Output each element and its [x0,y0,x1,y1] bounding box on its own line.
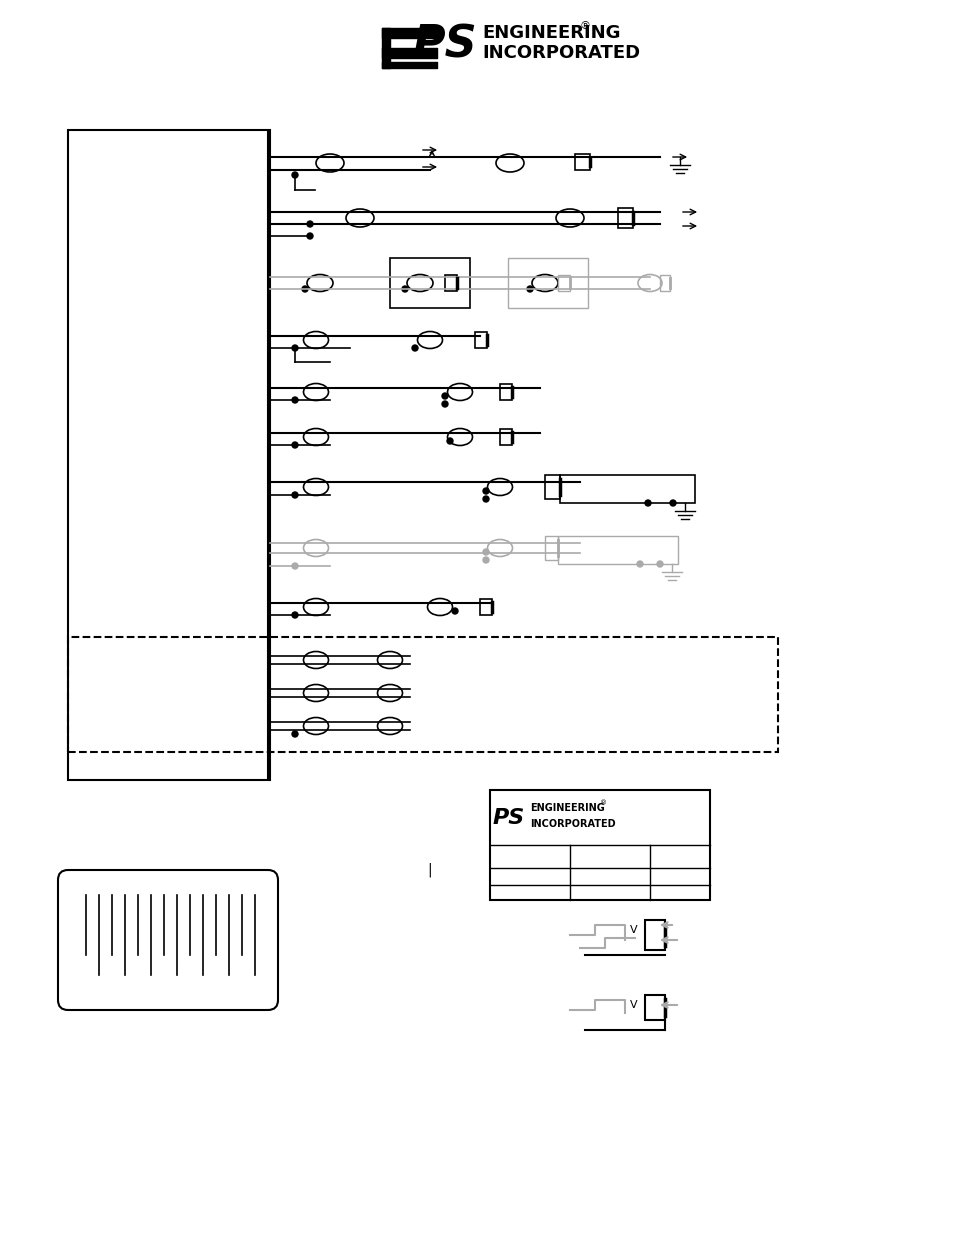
Circle shape [452,608,457,614]
Bar [479,599,492,615]
Circle shape [482,496,489,501]
Text: ENGINEERING: ENGINEERING [530,803,604,813]
Text: ®: ® [599,800,606,806]
Text: V: V [629,925,637,935]
Bar [490,790,709,900]
Bar [659,275,669,291]
Bar [499,429,512,445]
Text: PS: PS [412,23,476,67]
Bar [558,275,569,291]
Circle shape [482,557,489,563]
Bar [644,995,664,1020]
Circle shape [441,401,448,408]
Bar [499,384,512,400]
Circle shape [412,345,417,351]
Circle shape [401,287,408,291]
Bar [390,258,470,308]
Text: V: V [629,1000,637,1010]
Circle shape [292,613,297,618]
Circle shape [482,488,489,494]
Bar [507,258,587,308]
Text: ®: ® [578,21,590,31]
Bar [68,637,778,752]
Circle shape [292,563,297,569]
Circle shape [441,393,448,399]
Circle shape [292,396,297,403]
Bar [444,275,456,291]
Circle shape [644,500,650,506]
Text: ENGINEERING: ENGINEERING [481,23,619,42]
Text: |: | [427,863,432,877]
Bar [475,332,486,348]
Circle shape [292,172,297,178]
Circle shape [307,221,313,227]
Circle shape [292,345,297,351]
Circle shape [307,233,313,240]
Bar [68,130,268,781]
Text: PS: PS [493,808,524,827]
Bar [644,920,664,950]
Circle shape [302,287,308,291]
Circle shape [292,731,297,737]
Circle shape [447,438,453,445]
Circle shape [637,561,642,567]
Circle shape [292,442,297,448]
Bar [544,475,559,499]
Circle shape [482,550,489,555]
Text: INCORPORATED: INCORPORATED [481,44,639,62]
Circle shape [292,492,297,498]
Circle shape [526,287,533,291]
Bar [575,154,589,170]
Bar [558,536,678,564]
Circle shape [669,500,676,506]
Bar [618,207,633,228]
Text: INCORPORATED: INCORPORATED [530,819,615,829]
Bar [544,536,558,559]
Bar [559,475,695,503]
Circle shape [657,561,662,567]
